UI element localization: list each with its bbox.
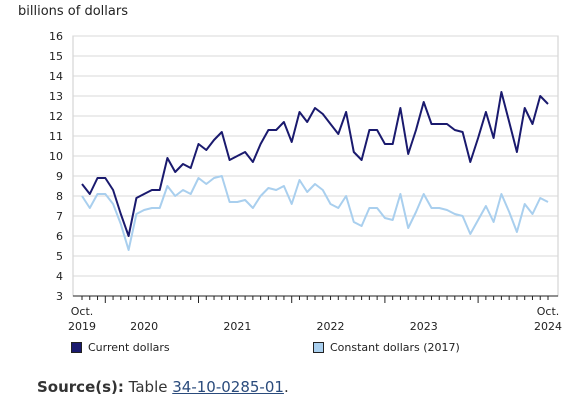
x-tick-label: Oct. [537, 305, 560, 318]
y-tick-label: 13 [49, 90, 63, 103]
y-tick-label: 10 [49, 150, 63, 163]
y-tick-label: 14 [49, 70, 63, 83]
source-suffix: . [283, 378, 289, 396]
legend-label-constant: Constant dollars (2017) [330, 341, 460, 354]
y-tick-label: 11 [49, 130, 63, 143]
source-table-link[interactable]: 34-10-0285-01 [172, 378, 284, 396]
x-tick-label: Oct. [71, 305, 94, 318]
y-tick-label: 9 [56, 170, 63, 183]
x-tick-label: 2020 [130, 320, 158, 333]
legend-item-constant: Constant dollars (2017) [313, 341, 460, 354]
source-note: Source(s): Table 34-10-0285-01. [37, 378, 289, 396]
y-tick-label: 3 [56, 290, 63, 303]
series-line-1 [81, 175, 549, 251]
y-axis-label: billions of dollars [18, 4, 128, 19]
y-axis-ticks: 3 4 5 6 7 8 9 10 11 12 13 14 15 16 [49, 30, 63, 303]
source-label: Source(s): [37, 378, 124, 396]
y-tick-label: 7 [56, 210, 63, 223]
line-chart: billions of dollars 3 4 5 6 7 8 9 10 11 12 13 14 15 1… [18, 4, 562, 333]
x-tick-label: 2021 [223, 320, 251, 333]
series-lines [81, 91, 549, 251]
legend-item-current: Current dollars [71, 341, 170, 354]
legend-label-current: Current dollars [88, 341, 170, 354]
y-tick-label: 4 [56, 270, 63, 283]
x-tick-label: 2024 [534, 320, 562, 333]
y-tick-label: 5 [56, 250, 63, 263]
x-tick-label: 2023 [410, 320, 438, 333]
y-tick-label: 16 [49, 30, 63, 43]
y-tick-label: 12 [49, 110, 63, 123]
x-tick-label: 2022 [317, 320, 345, 333]
series-line-0 [81, 91, 549, 237]
y-tick-label: 8 [56, 190, 63, 203]
x-axis-ticks: Oct. 2019 2020 2021 2022 2023 Oct. 2024 [68, 296, 562, 333]
source-prefix: Table [128, 378, 168, 396]
plot-area [72, 35, 559, 297]
x-tick-label: 2019 [68, 320, 96, 333]
legend-swatch-current [71, 342, 82, 353]
y-tick-label: 15 [49, 50, 63, 63]
legend-swatch-constant [313, 342, 324, 353]
y-tick-label: 6 [56, 230, 63, 243]
